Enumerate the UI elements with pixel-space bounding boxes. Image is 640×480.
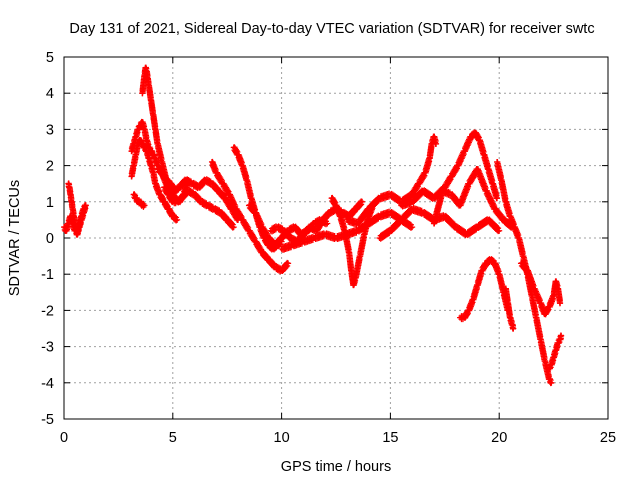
- series-track-e: [128, 136, 181, 224]
- y-tick-label: 5: [46, 50, 54, 66]
- data-point: [558, 332, 565, 339]
- data-point: [141, 202, 148, 209]
- data-point: [135, 126, 142, 133]
- series-track-p: [343, 133, 440, 228]
- data-point: [176, 198, 183, 205]
- data-point: [496, 227, 503, 234]
- series-track-r: [398, 129, 501, 210]
- series-track-u: [494, 158, 555, 387]
- data-point: [472, 227, 479, 234]
- series-track-d: [130, 191, 148, 210]
- data-point: [384, 230, 391, 237]
- data-point: [174, 187, 181, 194]
- x-tick-label: 0: [60, 430, 68, 446]
- data-point: [174, 216, 181, 223]
- data-point: [324, 220, 331, 227]
- data-points: [61, 64, 565, 387]
- y-tick-label: -1: [41, 267, 54, 283]
- y-tick-label: -2: [41, 303, 54, 319]
- x-tick-label: 5: [169, 430, 177, 446]
- series-track-i: [161, 184, 237, 231]
- data-point: [82, 202, 89, 209]
- data-point: [421, 172, 428, 179]
- data-point: [230, 224, 237, 231]
- chart-title: Day 131 of 2021, Sidereal Day-to-day VTE…: [69, 21, 594, 37]
- data-point: [406, 209, 413, 216]
- data-point: [407, 224, 414, 231]
- y-tick-label: 4: [46, 86, 54, 102]
- data-point: [396, 220, 403, 227]
- data-point: [557, 300, 564, 307]
- data-point: [324, 213, 331, 220]
- series-track-o: [328, 194, 376, 289]
- x-tick-label: 25: [600, 430, 616, 446]
- data-point: [350, 209, 357, 216]
- y-tick-label: 1: [46, 195, 54, 211]
- data-point: [409, 224, 416, 231]
- data-point: [285, 260, 292, 267]
- series-track-j: [208, 158, 292, 275]
- data-point: [548, 379, 555, 386]
- data-point: [283, 263, 290, 270]
- data-point: [546, 365, 553, 372]
- data-point: [481, 264, 488, 271]
- series-track-x: [546, 332, 565, 372]
- x-axis-label: GPS time / hours: [281, 459, 391, 475]
- y-tick-label: 2: [46, 159, 54, 175]
- data-point: [510, 325, 517, 332]
- series-track-w: [517, 259, 564, 318]
- data-point: [544, 307, 551, 314]
- data-point: [374, 216, 381, 223]
- data-point: [433, 140, 440, 147]
- data-point: [460, 151, 467, 158]
- series-track-c: [74, 202, 89, 238]
- x-tick-label: 20: [491, 430, 507, 446]
- data-point: [276, 238, 283, 245]
- y-axis-label: SDTVAR / TECUs: [7, 180, 23, 296]
- y-tick-label: 3: [46, 122, 54, 138]
- data-point: [357, 202, 364, 209]
- y-tick-label: -3: [41, 340, 54, 356]
- y-tick-label: -5: [41, 412, 54, 428]
- data-point: [555, 340, 562, 347]
- series-track-s: [430, 166, 516, 231]
- y-tick-label: 0: [46, 231, 54, 247]
- data-point: [363, 209, 370, 216]
- data-point: [547, 364, 554, 371]
- series-track-v: [502, 285, 517, 332]
- axis-ticks: [63, 56, 609, 420]
- data-point: [494, 195, 501, 202]
- data-point: [359, 198, 366, 205]
- data-point: [464, 311, 471, 318]
- x-tick-label: 10: [274, 430, 290, 446]
- series-track-q: [376, 204, 503, 242]
- data-point: [374, 198, 381, 205]
- y-tick-label: -4: [41, 376, 54, 392]
- x-tick-label: 15: [382, 430, 398, 446]
- series-track-k: [230, 144, 285, 253]
